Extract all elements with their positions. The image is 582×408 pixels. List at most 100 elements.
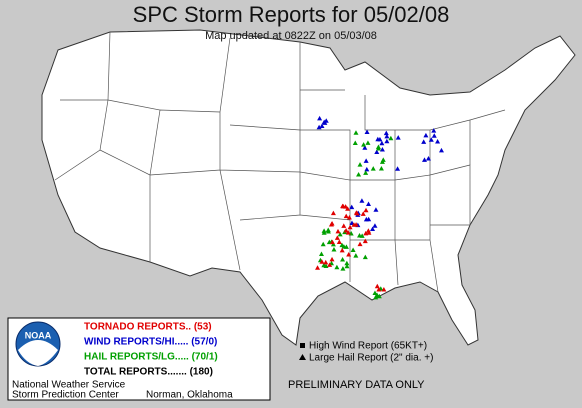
hail-report (361, 142, 367, 147)
wind-report (395, 166, 401, 171)
tornado-report (334, 235, 340, 240)
hail-report (376, 293, 382, 299)
hail-report (325, 227, 331, 233)
hail-report (357, 232, 363, 238)
hail-report (353, 253, 359, 258)
credit-location: Norman, Oklahoma (146, 390, 233, 401)
hail-report (365, 140, 371, 145)
hail-report (363, 170, 369, 175)
wind-report (373, 207, 379, 212)
wind-report (317, 115, 323, 121)
tornado-report (363, 230, 369, 236)
wind-report (372, 223, 378, 228)
tornado-report (328, 221, 334, 227)
tornado-report (346, 252, 352, 257)
wind-report (431, 133, 437, 138)
hail-report (337, 231, 343, 237)
hail-report (362, 254, 368, 260)
hail-report (344, 260, 350, 266)
wind-report (316, 124, 322, 130)
wind-report (349, 204, 355, 210)
logo-text: NOAA (25, 330, 52, 340)
legend-tornado: TORNADO REPORTS.. (53) (84, 322, 212, 333)
wind-report (428, 137, 434, 142)
hail-report (380, 157, 386, 162)
tornado-report (362, 238, 368, 244)
high-wind-icon (300, 343, 305, 348)
tornado-report (339, 247, 345, 253)
wind-report (379, 146, 385, 152)
tornado-report (329, 239, 335, 245)
hail-report (388, 135, 394, 141)
wind-report (435, 139, 441, 144)
hail-report (370, 166, 376, 171)
tornado-report (343, 227, 349, 233)
hail-report (356, 172, 362, 177)
tornado-report (345, 230, 351, 235)
hail-report (330, 241, 336, 247)
hail-report (353, 130, 359, 135)
legend-hail: HAIL REPORTS/LG..... (70/1) (84, 352, 218, 363)
wind-report (423, 132, 429, 138)
wind-report (364, 129, 370, 135)
hail-report (352, 140, 358, 145)
wind-report (384, 138, 390, 144)
wind-report (431, 128, 437, 133)
credit-spc: Storm Prediction Center (12, 390, 119, 401)
hail-report (357, 162, 363, 167)
noaa-logo-wave (18, 340, 58, 366)
large-hail-icon (299, 354, 306, 360)
wind-report (374, 149, 380, 155)
hail-report (373, 294, 379, 300)
key-high-wind: High Wind Report (65KT+) (309, 341, 427, 352)
tornado-report (346, 215, 352, 220)
tornado-report (354, 210, 360, 216)
wind-report (364, 166, 370, 172)
tornado-report (351, 222, 357, 227)
wind-report (366, 216, 372, 222)
subtitle: Map updated at 0822Z on 05/03/08 (205, 30, 377, 42)
tornado-report (357, 241, 363, 247)
tornado-report (323, 259, 329, 265)
report-markers (315, 115, 444, 300)
tornado-report (341, 223, 347, 228)
title: SPC Storm Reports for 05/02/08 (133, 2, 450, 27)
hail-report (343, 244, 349, 249)
legend-total: TOTAL REPORTS....... (180) (84, 367, 213, 378)
wind-report (379, 140, 385, 146)
wind-report (362, 145, 368, 150)
tornado-report (343, 213, 349, 219)
wind-report (395, 135, 401, 140)
state-lines (54, 31, 506, 293)
tornado-report (315, 265, 321, 270)
tornado-report (329, 256, 335, 262)
hail-report (318, 251, 324, 257)
hail-report (334, 264, 340, 270)
credit-nws: National Weather Service (12, 380, 126, 391)
tornado-report (365, 228, 371, 233)
tornado-report (363, 207, 369, 213)
hail-report (374, 292, 380, 297)
wind-report (421, 139, 427, 144)
wind-report (421, 157, 427, 162)
tornado-report (376, 286, 382, 292)
hail-report (339, 242, 345, 248)
wind-report (323, 118, 329, 123)
tornado-report (327, 262, 333, 267)
tornado-report (319, 259, 325, 264)
wind-report (366, 201, 372, 206)
tornado-report (347, 224, 353, 230)
hail-report (344, 263, 350, 269)
wind-report (438, 147, 444, 153)
tornado-report (343, 204, 349, 209)
wind-report (375, 136, 381, 142)
hail-report (340, 266, 346, 271)
hail-report (375, 145, 381, 151)
hail-report (340, 257, 346, 262)
wind-report (363, 158, 369, 163)
tornado-report (336, 239, 342, 244)
hail-report (320, 241, 326, 247)
legend-wind: WIND REPORTS/HI..... (57/0) (84, 337, 217, 348)
